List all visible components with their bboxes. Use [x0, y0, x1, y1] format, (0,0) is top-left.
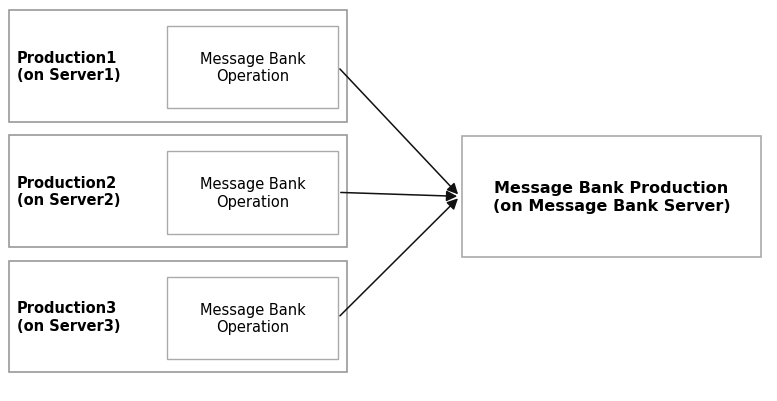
- Text: Message Bank Production
(on Message Bank Server): Message Bank Production (on Message Bank…: [493, 181, 730, 213]
- Text: Production3
(on Server3): Production3 (on Server3): [17, 301, 120, 333]
- Bar: [9, 136, 347, 247]
- Bar: [167, 277, 338, 359]
- Text: Message Bank
Operation: Message Bank Operation: [200, 302, 305, 334]
- Bar: [9, 261, 347, 373]
- Bar: [9, 11, 347, 122]
- Bar: [167, 152, 338, 234]
- Text: Message Bank
Operation: Message Bank Operation: [200, 52, 305, 84]
- Text: Production1
(on Server1): Production1 (on Server1): [17, 51, 120, 83]
- Bar: [462, 136, 761, 257]
- Text: Message Bank
Operation: Message Bank Operation: [200, 177, 305, 209]
- Bar: [167, 27, 338, 109]
- Text: Production2
(on Server2): Production2 (on Server2): [17, 176, 120, 208]
